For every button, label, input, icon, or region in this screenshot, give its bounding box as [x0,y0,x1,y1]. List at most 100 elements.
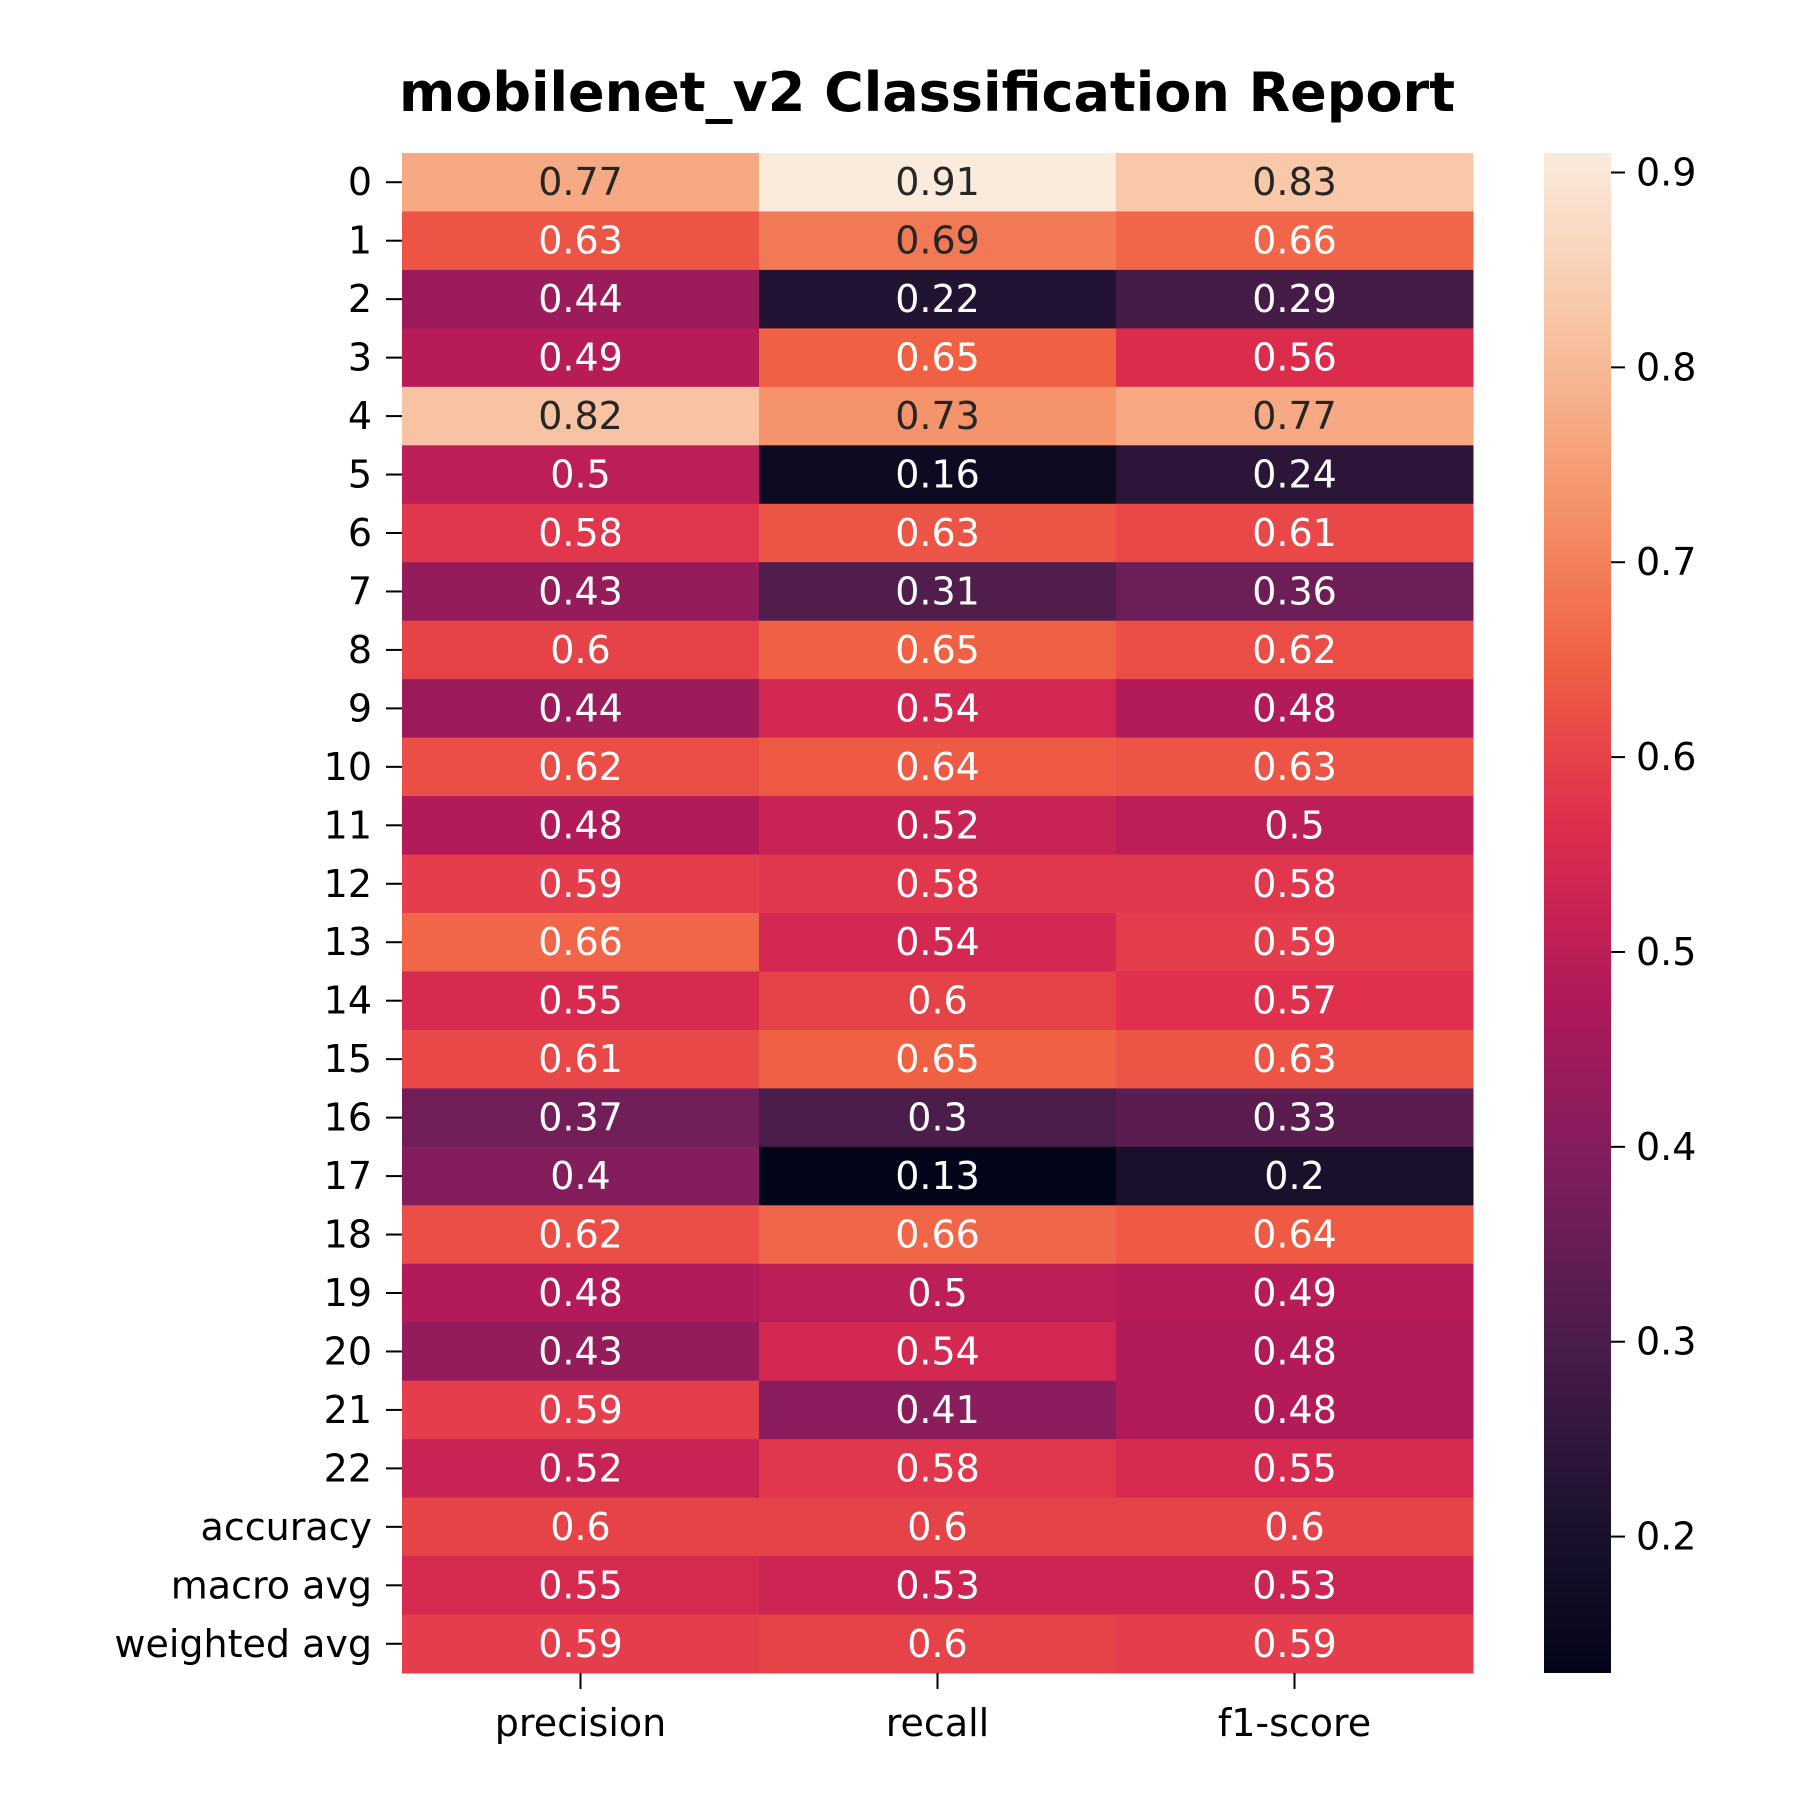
cell-value-label: 0.77 [1252,394,1337,438]
heatmap-cell [759,1263,1117,1323]
x-tick-label: f1-score [1218,1701,1371,1745]
cell-value-label: 0.62 [538,1213,623,1257]
cell-value-label: 0.59 [538,1388,623,1432]
heatmap-cell [759,386,1117,446]
heatmap-cell [402,679,760,739]
heatmap-cell [402,1439,760,1499]
heatmap-cell [1116,1497,1474,1557]
cell-value-label: 0.22 [895,277,980,321]
cell-value-label: 0.62 [1252,628,1337,672]
heatmap-cell [402,386,760,446]
y-tick-label: 4 [348,394,372,438]
heatmap-cell [759,153,1117,212]
heatmap-cell [402,971,760,1031]
heatmap-cell [402,796,760,856]
y-tick-label: weighted avg [114,1622,372,1666]
cell-value-label: 0.5 [1264,803,1324,847]
heatmap-cell [759,971,1117,1031]
cell-value-label: 0.48 [538,1271,623,1315]
cell-value-label: 0.43 [538,1329,623,1373]
cell-value-label: 0.61 [538,1037,623,1081]
y-tick-label: 11 [324,803,372,847]
cell-value-label: 0.63 [538,219,623,263]
heatmap-cell [402,913,760,972]
heatmap-cell [402,562,760,622]
heatmap-cell [1116,854,1474,914]
cell-value-label: 0.54 [895,686,980,730]
y-tick-label: 18 [324,1213,372,1257]
cell-value-label: 0.59 [1252,920,1337,964]
y-tick-label: 7 [348,569,372,613]
y-tick-label: 19 [324,1271,372,1315]
cell-value-label: 0.64 [895,745,980,789]
cell-value-label: 0.44 [538,277,623,321]
heatmap-cell [1116,1614,1474,1674]
cell-value-label: 0.43 [538,569,623,613]
cell-value-label: 0.66 [1252,219,1337,263]
heatmap-cell [402,1088,760,1148]
cell-value-label: 0.58 [538,511,623,555]
heatmap-cell [402,153,760,212]
cell-value-label: 0.29 [1252,277,1337,321]
heatmap-cell [402,1556,760,1616]
colorbar-tick-label: 0.2 [1636,1515,1696,1559]
cell-value-label: 0.37 [538,1096,623,1140]
heatmap-cell [759,328,1117,388]
heatmap-cell [1116,1322,1474,1382]
heatmap-cell [1116,269,1474,329]
y-tick-label: 16 [324,1096,372,1140]
y-tick-label: macro avg [171,1563,372,1607]
cell-value-label: 0.6 [907,1622,967,1666]
colorbar-tick-label: 0.7 [1636,540,1696,584]
cell-value-label: 0.3 [907,1096,967,1140]
heatmap-cell [1116,328,1474,388]
cell-value-label: 0.83 [1252,160,1337,204]
cell-value-label: 0.53 [1252,1563,1337,1607]
colorbar-tick-label: 0.3 [1636,1320,1696,1364]
cell-value-label: 0.61 [1252,511,1337,555]
heatmap-cell [1116,1088,1474,1148]
cell-value-label: 0.48 [1252,686,1337,730]
cell-value-label: 0.82 [538,394,623,438]
cell-value-label: 0.64 [1252,1213,1337,1257]
cell-value-label: 0.52 [895,803,980,847]
heatmap-cell [1116,796,1474,856]
y-tick-label: accuracy [201,1505,372,1549]
heatmap-cell [759,1088,1117,1148]
cell-value-label: 0.48 [1252,1388,1337,1432]
heatmap-cell [402,211,760,271]
cell-value-label: 0.73 [895,394,980,438]
heatmap-cell [1116,1263,1474,1323]
cell-value-label: 0.53 [895,1563,980,1607]
cell-value-label: 0.77 [538,160,623,204]
cell-value-label: 0.49 [538,336,623,380]
cell-value-label: 0.66 [895,1213,980,1257]
colorbar-gradient [1544,153,1611,1673]
cell-value-label: 0.6 [907,979,967,1023]
heatmap-cell [402,1263,760,1323]
heatmap-cell [1116,1556,1474,1616]
colorbar-tick-label: 0.4 [1636,1125,1696,1169]
heatmap-cell [1116,1439,1474,1499]
cell-value-label: 0.52 [538,1446,623,1490]
cell-value-label: 0.59 [538,862,623,906]
cell-value-label: 0.54 [895,920,980,964]
y-tick-label: 14 [324,979,372,1023]
heatmap-cell [402,503,760,563]
heatmap-cell [759,1322,1117,1382]
heatmap-cells [402,153,1474,1674]
cell-value-label: 0.16 [895,453,980,497]
cell-value-label: 0.13 [895,1154,980,1198]
heatmap-cell [402,854,760,914]
cell-value-label: 0.57 [1252,979,1337,1023]
heatmap-cell [402,737,760,797]
x-axis: precision recall f1-score [495,1673,1371,1745]
y-tick-label: 15 [324,1037,372,1081]
y-tick-label: 2 [348,277,372,321]
heatmap-cell [402,1205,760,1265]
heatmap-cell [1116,620,1474,680]
cell-value-label: 0.55 [538,979,623,1023]
y-tick-label: 17 [324,1154,372,1198]
heatmap-cell [759,445,1117,505]
